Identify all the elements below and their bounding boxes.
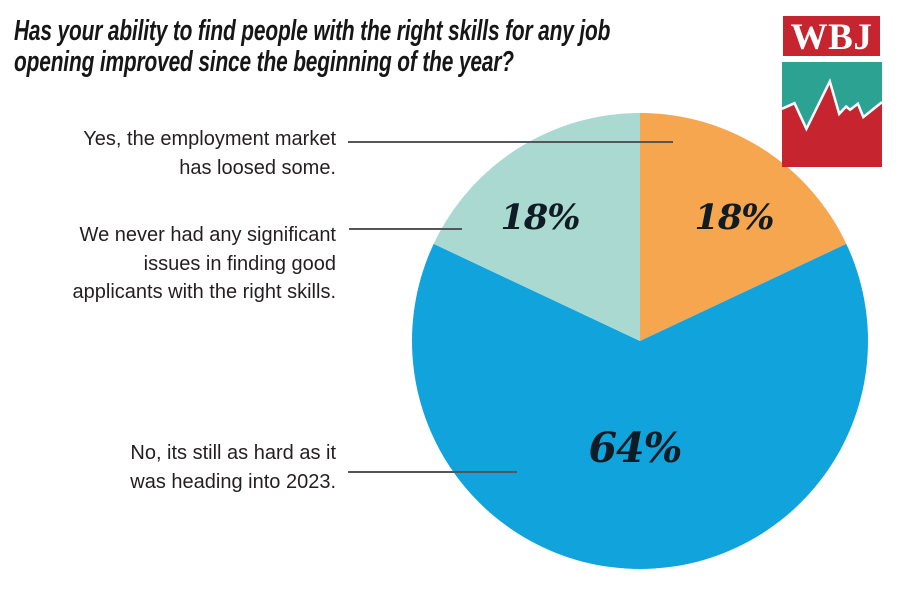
leader-line-never [349, 228, 462, 230]
legend-label-no-line-2: was heading into 2023. [130, 470, 336, 493]
wbj-logo: WBJ [782, 16, 882, 167]
slice-pct-label-no: 64% [588, 424, 682, 472]
legend-label-no: No, its still as hard as it was heading … [0, 439, 336, 496]
legend-label-never-line-1: We never had any significant [79, 224, 336, 246]
legend-label-never-line-3: applicants with the right skills. [72, 281, 336, 303]
logo-mountain-outline [782, 77, 882, 132]
legend-label-never: We never had any significant issues in f… [0, 221, 336, 307]
legend-label-yes-line-2: has loosed some. [179, 156, 336, 179]
slice-pct-label-yes: 18% [694, 197, 775, 238]
logo-chart-mountain-icon [782, 81, 882, 167]
legend-label-never-line-2: issues in finding good [143, 252, 336, 275]
pie-slice-yes [640, 113, 847, 341]
legend-label-yes: Yes, the employment market has loosed so… [0, 125, 336, 182]
pie-slice-never [433, 113, 640, 341]
logo-wbj-text: WBJ [791, 17, 873, 58]
legend-label-no-line-1: No, its still as hard as it [130, 442, 336, 464]
pie-chart [412, 113, 868, 569]
pie-slice-no [412, 243, 868, 569]
leader-line-no [348, 471, 517, 473]
leader-line-yes [348, 141, 673, 143]
title-line-2: opening improved since the beginning of … [14, 46, 514, 78]
slice-pct-label-never: 18% [500, 197, 581, 238]
legend-label-yes-line-1: Yes, the employment market [83, 128, 336, 150]
page-title: Has your ability to find people with the… [14, 16, 610, 78]
title-line-1: Has your ability to find people with the… [14, 15, 611, 47]
logo-red-box [783, 16, 880, 56]
